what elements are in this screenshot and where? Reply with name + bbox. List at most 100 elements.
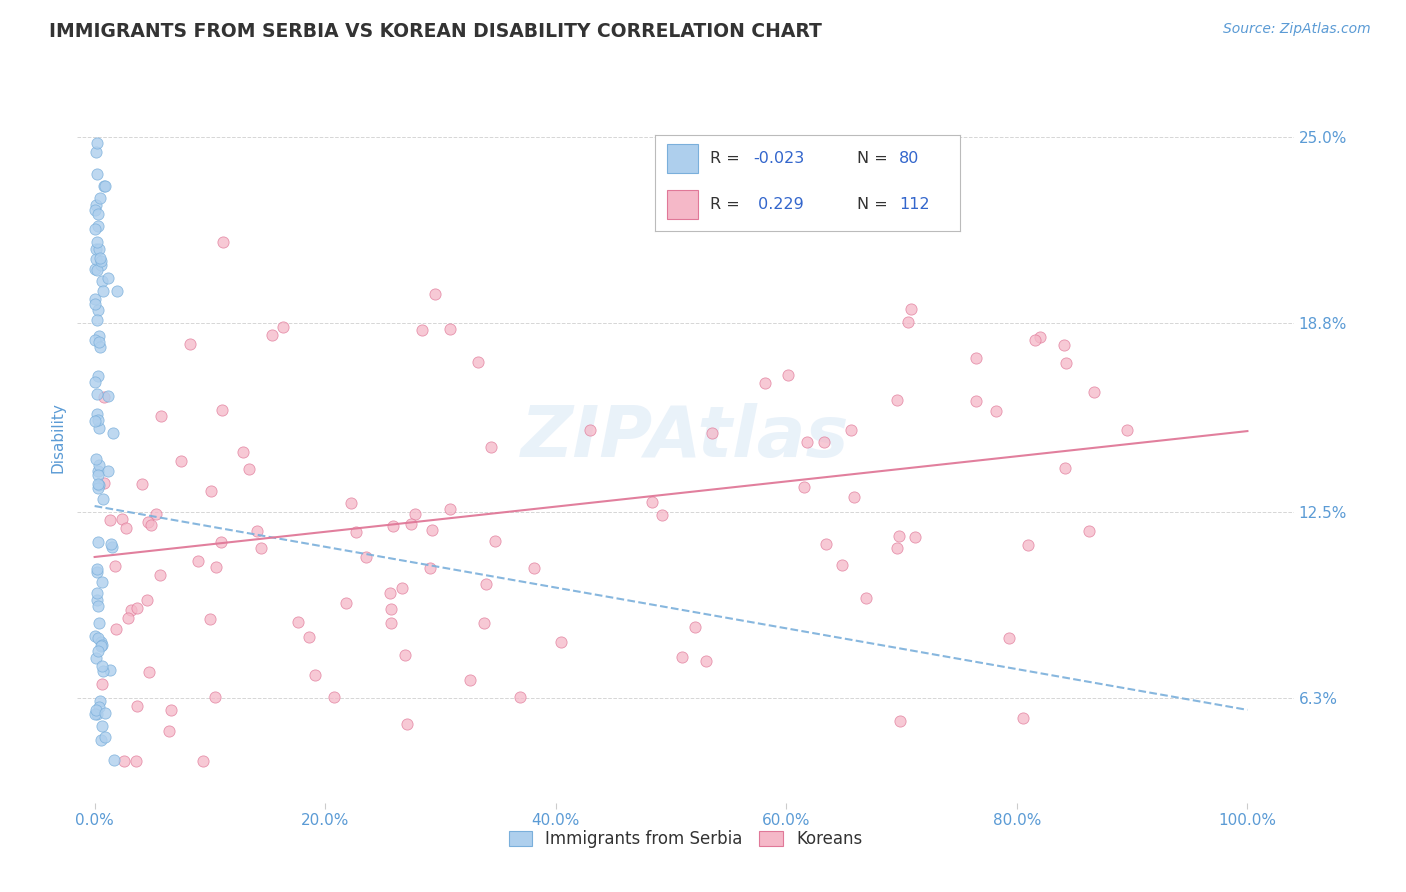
Point <box>404 507 426 521</box>
Point <box>651 508 673 522</box>
Text: N =: N = <box>856 197 887 212</box>
Point <box>886 393 908 408</box>
Point <box>399 517 422 532</box>
Point <box>87 464 110 478</box>
Point <box>105 285 128 299</box>
Point <box>138 665 160 680</box>
Point <box>136 592 159 607</box>
Point <box>380 615 402 630</box>
Point <box>984 403 1007 417</box>
Point <box>844 490 866 504</box>
Point <box>683 620 706 634</box>
Text: 112: 112 <box>900 197 929 212</box>
Point <box>86 386 108 401</box>
Point <box>754 376 776 390</box>
Point <box>87 335 110 350</box>
Point <box>101 541 124 555</box>
Point <box>467 355 489 369</box>
Point <box>198 612 221 626</box>
Point <box>1028 330 1050 344</box>
Point <box>86 413 108 427</box>
Point <box>796 434 818 449</box>
Point <box>86 235 108 249</box>
Point <box>86 562 108 576</box>
Point <box>86 651 108 665</box>
Point <box>114 754 136 768</box>
Point <box>98 513 121 527</box>
Point <box>900 302 922 317</box>
Text: -0.023: -0.023 <box>752 151 804 166</box>
Point <box>420 523 443 537</box>
Point <box>479 440 502 454</box>
Point <box>87 599 110 613</box>
Point <box>84 703 107 717</box>
Point <box>889 714 911 729</box>
Point <box>160 703 183 717</box>
Point <box>91 284 114 298</box>
Point <box>91 659 114 673</box>
Point <box>897 315 920 329</box>
Point <box>778 368 800 382</box>
Point <box>87 368 110 383</box>
Point <box>84 451 107 466</box>
Point <box>1024 333 1046 347</box>
Point <box>125 754 148 768</box>
Point <box>91 275 114 289</box>
Point <box>87 458 110 472</box>
Y-axis label: Disability: Disability <box>51 401 66 473</box>
Point <box>90 258 112 272</box>
Point <box>90 635 112 649</box>
Point <box>550 635 572 649</box>
Point <box>87 329 110 343</box>
Point <box>100 537 122 551</box>
Point <box>93 492 115 507</box>
Point <box>1054 356 1077 370</box>
Point <box>87 615 110 630</box>
Point <box>439 502 461 516</box>
Point <box>439 322 461 336</box>
Point <box>145 507 167 521</box>
Point <box>86 467 108 482</box>
Text: ZIPAtlas: ZIPAtlas <box>522 402 849 472</box>
Point <box>86 586 108 600</box>
Point <box>90 639 112 653</box>
Point <box>475 576 498 591</box>
Point <box>84 292 107 306</box>
Text: 80: 80 <box>900 151 920 166</box>
Point <box>287 615 309 629</box>
Point <box>87 302 110 317</box>
Point <box>271 320 294 334</box>
Point <box>87 219 110 234</box>
Point <box>84 243 107 257</box>
Point <box>886 541 908 555</box>
Point <box>1078 524 1101 538</box>
Point <box>179 337 201 351</box>
Point <box>131 476 153 491</box>
Text: R =: R = <box>710 151 740 166</box>
Point <box>90 638 112 652</box>
Point <box>83 333 105 347</box>
Bar <box>668 145 697 173</box>
Text: R =: R = <box>710 197 740 212</box>
Point <box>90 733 112 747</box>
Point <box>298 630 321 644</box>
Point <box>246 524 269 538</box>
Point <box>209 535 232 549</box>
Point <box>212 235 235 250</box>
Point <box>394 648 416 662</box>
Point <box>395 717 418 731</box>
Point <box>889 529 911 543</box>
Point <box>238 461 260 475</box>
Point <box>91 575 114 590</box>
Point <box>103 559 125 574</box>
Point <box>94 706 117 721</box>
Point <box>841 423 863 437</box>
Point <box>170 454 193 468</box>
Point <box>87 421 110 435</box>
Point <box>150 409 173 424</box>
Point <box>127 698 149 713</box>
Point <box>423 287 446 301</box>
Point <box>87 242 110 256</box>
Point <box>86 565 108 579</box>
Point <box>105 622 128 636</box>
